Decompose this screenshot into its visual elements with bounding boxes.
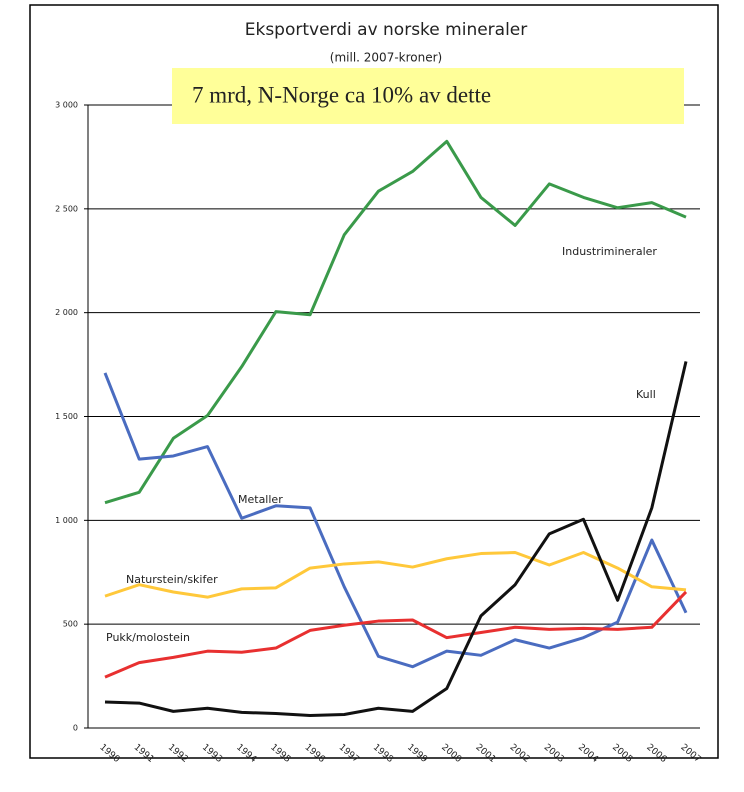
x-tick-label: 1993 [200, 743, 224, 765]
x-tick-label: 2006 [644, 743, 668, 766]
chart-subtitle: (mill. 2007-kroner) [330, 51, 442, 65]
x-tick-label: 1999 [405, 743, 429, 766]
chart-title: Eksportverdi av norske mineraler [245, 20, 528, 40]
annotation-box [172, 68, 684, 124]
y-tick-label: 500 [63, 620, 78, 629]
series-line [104, 139, 687, 505]
series-label: Metaller [238, 493, 283, 506]
x-tick-label: 1990 [97, 743, 121, 766]
annotation: 7 mrd, N-Norge ca 10% av dette [192, 82, 491, 107]
x-tick-label: 1992 [166, 743, 190, 765]
y-tick-label: 0 [73, 724, 78, 733]
y-tick-label: 2 500 [55, 204, 78, 213]
series-line [104, 361, 688, 718]
x-tick-label: 1996 [303, 743, 327, 766]
x-tick-label: 1994 [234, 743, 258, 766]
series-label: Pukk/molostein [106, 631, 190, 644]
series-line [104, 551, 687, 599]
series-label: Kull [636, 388, 656, 401]
x-tick-label: 2002 [508, 743, 532, 765]
x-tick-label: 2005 [610, 743, 634, 765]
series-line [103, 372, 688, 669]
x-tick-label: 2004 [576, 743, 600, 766]
series-label: Industrimineraler [562, 245, 657, 258]
y-tick-label: 2 000 [55, 308, 78, 317]
series-label: Naturstein/skifer [126, 573, 218, 586]
y-tick-label: 3 000 [55, 101, 78, 110]
x-tick-label: 1997 [337, 743, 361, 765]
y-tick-label: 1 500 [55, 412, 78, 421]
x-tick-label: 2001 [473, 743, 497, 765]
x-tick-label: 2000 [439, 743, 463, 766]
x-tick-label: 2003 [542, 743, 566, 765]
x-tick-label: 1995 [268, 743, 292, 765]
x-tick-label: 2007 [678, 743, 702, 765]
series-line [104, 590, 688, 679]
x-tick-label: 1998 [371, 743, 395, 766]
x-tick-label: 1991 [132, 743, 156, 765]
y-tick-label: 1 000 [55, 516, 78, 525]
frame [29, 4, 719, 759]
